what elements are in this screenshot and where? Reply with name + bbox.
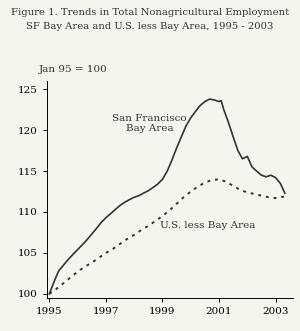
Text: Jan 95 = 100: Jan 95 = 100 — [39, 66, 108, 74]
Text: U.S. less Bay Area: U.S. less Bay Area — [160, 221, 255, 230]
Text: San Francisco
Bay Area: San Francisco Bay Area — [112, 114, 187, 133]
Text: Figure 1. Trends in Total Nonagricultural Employment: Figure 1. Trends in Total Nonagricultura… — [11, 8, 289, 17]
Text: SF Bay Area and U.S. less Bay Area, 1995 - 2003: SF Bay Area and U.S. less Bay Area, 1995… — [26, 22, 274, 30]
